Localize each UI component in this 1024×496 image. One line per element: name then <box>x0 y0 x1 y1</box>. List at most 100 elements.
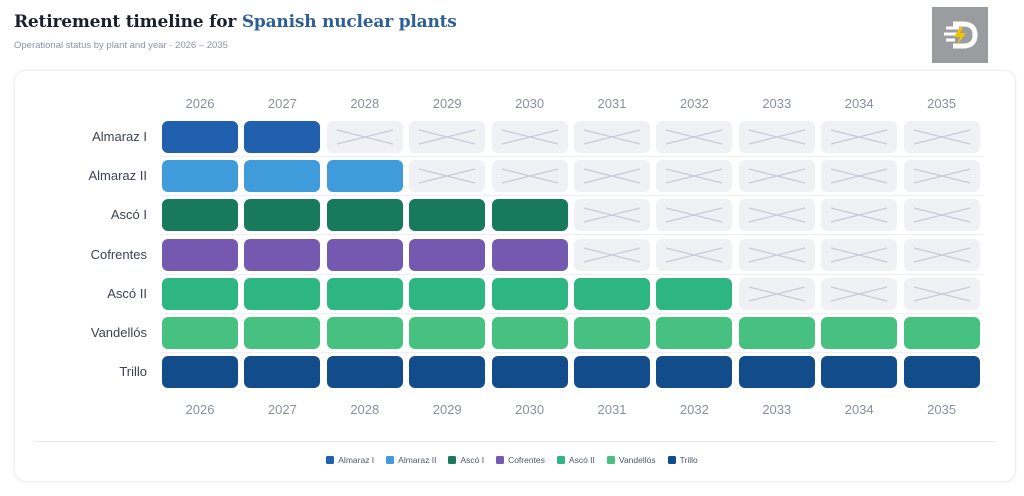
operational-cell <box>409 356 486 389</box>
cross-icon <box>913 207 970 223</box>
cross-icon <box>831 247 888 263</box>
cross-icon <box>501 168 558 184</box>
operational-cell <box>491 238 568 271</box>
chart-subtitle: Operational status by plant and year · 2… <box>14 40 228 51</box>
year-label-top: 2027 <box>267 96 297 111</box>
retired-cell <box>821 277 898 310</box>
legend-swatch <box>556 456 565 464</box>
plant-label: Ascó II <box>107 285 147 301</box>
retired-cell <box>574 238 650 271</box>
cross-icon <box>583 247 641 263</box>
retired-cell <box>738 199 815 232</box>
retired-cell <box>409 121 486 153</box>
operational-cell <box>326 356 403 389</box>
operational-cell <box>409 238 486 271</box>
operational-cell <box>326 277 403 310</box>
cross-icon <box>583 129 641 145</box>
year-label-top: 2035 <box>927 96 957 111</box>
operational-cell <box>244 356 321 389</box>
year-label-bottom: 2031 <box>597 402 627 417</box>
row-separator <box>160 234 982 236</box>
operational-cell <box>326 160 403 193</box>
cross-icon <box>583 207 641 223</box>
year-label-top: 2031 <box>597 96 627 111</box>
year-label-bottom: 2035 <box>927 402 957 417</box>
year-label-top: 2030 <box>515 96 545 111</box>
legend-label: Vandellós <box>618 455 656 465</box>
retired-cell <box>903 277 980 310</box>
operational-cell <box>821 317 898 349</box>
operational-cell <box>738 317 815 349</box>
legend-label: Ascó I <box>460 455 485 465</box>
row-separator <box>160 312 982 314</box>
operational-cell <box>244 160 321 193</box>
legend-item: Almaraz I <box>326 455 374 465</box>
operational-cell <box>326 199 403 232</box>
legend-item: Ascó I <box>448 455 484 465</box>
year-label-bottom: 2029 <box>432 402 462 417</box>
chart-title: Retirement timeline for Spanish nuclear … <box>14 12 457 32</box>
legend-swatch <box>448 456 457 464</box>
retired-cell <box>409 160 486 193</box>
legend-label: Almaraz I <box>338 455 375 465</box>
retired-cell <box>738 277 815 310</box>
operational-cell <box>162 160 238 193</box>
year-label-top: 2033 <box>762 96 792 111</box>
row-separator <box>160 273 982 275</box>
operational-cell <box>491 277 568 310</box>
plant-label: Almaraz I <box>92 129 147 144</box>
operational-cell <box>409 199 486 232</box>
operational-cell <box>326 238 403 271</box>
operational-cell <box>162 238 238 271</box>
title-prefix: Retirement timeline for <box>14 12 237 32</box>
legend-swatch <box>606 456 615 464</box>
operational-cell <box>162 121 238 153</box>
legend-item: Trillo <box>667 455 698 465</box>
operational-cell <box>903 317 980 349</box>
year-label-top: 2029 <box>432 96 462 111</box>
row-separator <box>160 156 982 157</box>
year-label-bottom: 2028 <box>350 402 380 417</box>
operational-cell <box>162 199 238 232</box>
legend-label: Ascó II <box>568 455 595 465</box>
operational-cell <box>656 277 733 310</box>
legend-swatch <box>326 456 335 464</box>
cross-icon <box>831 168 888 184</box>
retired-cell <box>491 160 568 193</box>
legend-label: Almaraz II <box>398 455 437 465</box>
cross-icon <box>419 168 476 184</box>
cross-icon <box>666 129 723 145</box>
year-label-top: 2028 <box>350 96 380 111</box>
operational-cell <box>409 317 486 349</box>
operational-cell <box>491 199 568 232</box>
row-separator <box>160 195 982 197</box>
operational-cell <box>821 356 898 389</box>
retired-cell <box>821 121 898 153</box>
plant-label: Almaraz II <box>88 168 147 184</box>
plant-label: Ascó I <box>110 207 147 223</box>
retired-cell <box>326 121 403 153</box>
legend-swatch <box>496 456 505 464</box>
legend-item: Vandellós <box>606 455 656 465</box>
cross-icon <box>501 129 558 145</box>
operational-cell <box>244 199 321 232</box>
legend-label: Trillo <box>679 455 698 465</box>
operational-cell <box>409 277 486 310</box>
operational-cell <box>162 277 238 310</box>
row-separator <box>160 352 982 353</box>
retired-cell <box>574 160 650 193</box>
retired-cell <box>821 238 898 271</box>
legend-swatch <box>386 456 395 464</box>
retired-cell <box>491 121 568 153</box>
cross-icon <box>748 286 805 302</box>
operational-cell <box>244 317 321 349</box>
operational-cell <box>574 277 650 310</box>
plant-label: Trillo <box>119 364 147 380</box>
chart-legend: Almaraz I Almaraz II Ascó I Cofrentes Ascó I… <box>0 453 1024 467</box>
operational-cell <box>491 356 568 389</box>
operational-cell <box>738 356 815 389</box>
cross-icon <box>666 247 723 263</box>
cross-icon <box>748 168 805 184</box>
legend-item: Cofrentes <box>496 455 545 465</box>
cross-icon <box>831 207 888 223</box>
